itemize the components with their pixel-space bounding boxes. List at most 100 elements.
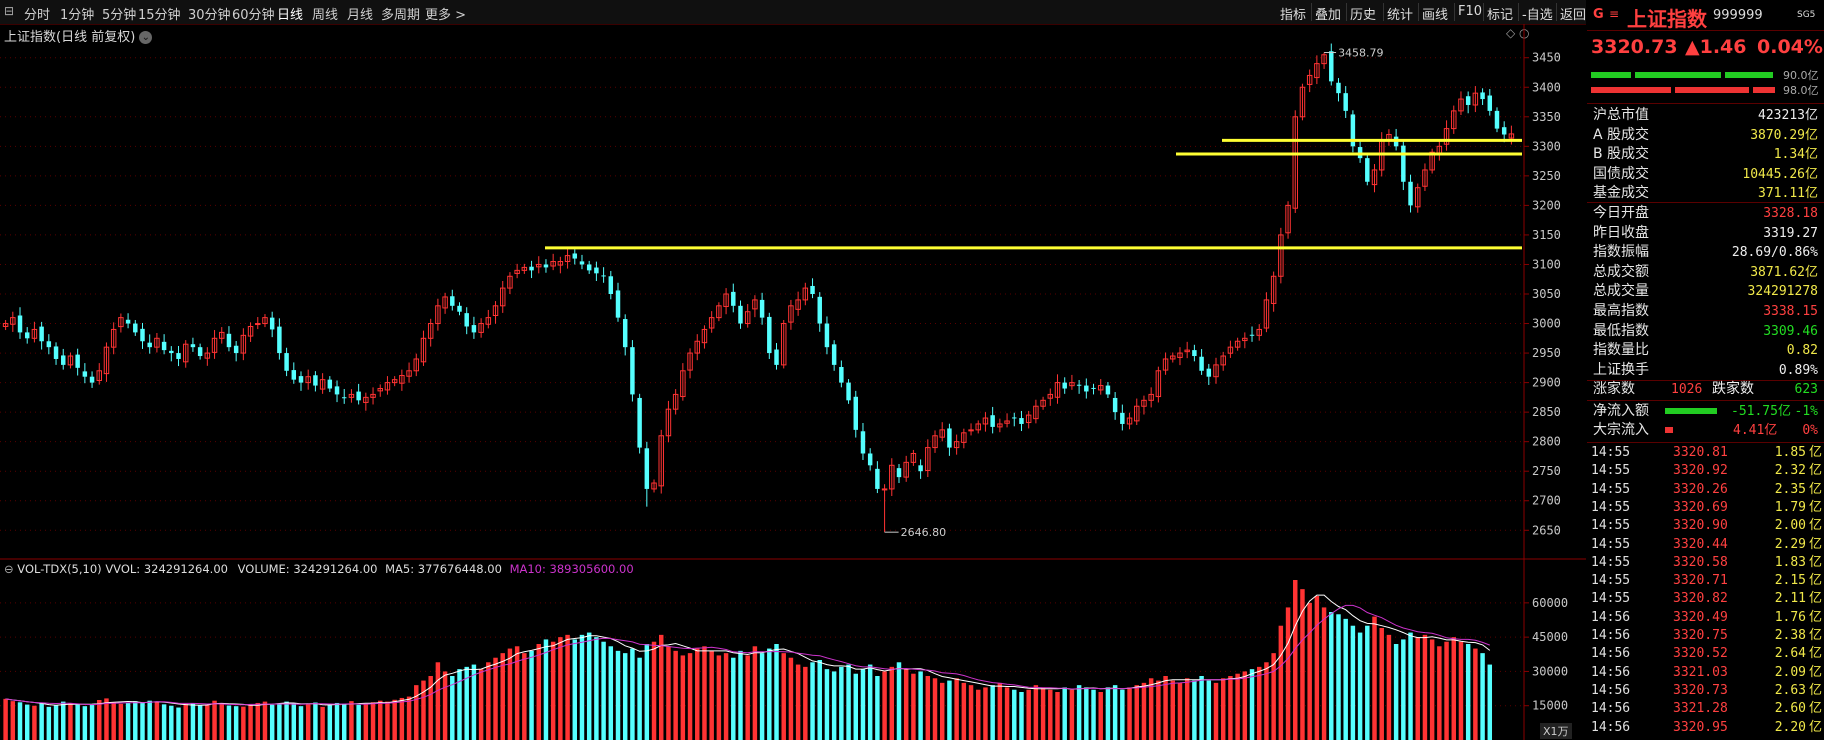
toolbar-menu-icon[interactable]: ⊟ — [4, 4, 15, 18]
tool-button[interactable]: 历史 — [1350, 8, 1377, 23]
tool-button[interactable]: 标记 — [1487, 8, 1514, 23]
candle-body — [341, 397, 347, 399]
flow-label: 净流入额 — [1593, 403, 1649, 419]
candle-body — [939, 429, 945, 438]
candle-body — [990, 415, 995, 427]
candle-body — [680, 370, 686, 398]
period-tab[interactable]: 60分钟 — [232, 8, 275, 23]
period-tab[interactable]: 15分钟 — [138, 8, 181, 23]
candle-body — [672, 393, 679, 410]
chevron-down-icon[interactable]: ⌄ — [139, 31, 153, 44]
candle-body — [133, 323, 138, 333]
candle-body — [384, 382, 391, 391]
volume-bar — [543, 639, 549, 740]
net-flow-row: 净流入额 -51.75亿 -1% — [1587, 402, 1824, 421]
volume-bar — [939, 682, 945, 740]
volume-bar — [853, 673, 858, 740]
tick-time: 14:55 — [1591, 554, 1631, 570]
tick-unit: 亿 — [1808, 554, 1822, 570]
flow-pct: -1% — [1794, 404, 1818, 419]
candlestick-chart[interactable]: 3450 3400 3350 3300 3250 3200 3150 3100 3050 3000… — [0, 0, 1586, 740]
tick-vol: 2.11 — [1774, 591, 1806, 607]
vvol-value: VVOL: 324291264.00 — [105, 562, 228, 576]
candle-body — [1487, 95, 1493, 111]
stat-value: 3328.18 — [1763, 206, 1818, 221]
volume-bar — [161, 704, 167, 740]
candle-body — [875, 468, 880, 489]
volume-bar — [817, 660, 822, 740]
period-tab[interactable]: 更多 > — [425, 8, 467, 23]
y-tick-label: 3350 — [1532, 110, 1561, 124]
volume-bar — [226, 705, 232, 740]
volume-bar — [990, 685, 995, 740]
tick-price: 3320.52 — [1673, 646, 1728, 662]
tool-button[interactable]: 指标 — [1280, 8, 1307, 23]
tool-button[interactable]: 统计 — [1387, 8, 1414, 23]
stat-value: 324291278 — [1747, 284, 1818, 300]
period-tab[interactable]: 5分钟 — [102, 8, 137, 23]
tool-button[interactable]: 叠加 — [1315, 8, 1342, 23]
tick-vol: 1.76 — [1774, 609, 1806, 625]
volume-bar — [1141, 682, 1147, 740]
volume-bar — [507, 648, 513, 740]
candle-body — [817, 296, 822, 324]
period-tab[interactable]: 30分钟 — [188, 8, 231, 23]
sell-power-bar — [1591, 87, 1671, 93]
chart-title[interactable]: 上证指数(日线 前复权) ⌄ — [4, 26, 153, 45]
volume-bar — [1465, 644, 1471, 740]
tick-row: 14:55 3320.92 2.32 亿 — [1587, 462, 1824, 480]
volume-indicator-header: ⊖ VOL-TDX(5,10) VVOL: 324291264.00 VOLUM… — [4, 562, 634, 576]
volume-bar — [983, 687, 988, 740]
period-tab[interactable]: 日线 — [277, 8, 304, 23]
volume-indicator-name[interactable]: VOL-TDX(5,10) — [17, 562, 102, 576]
tool-button[interactable]: 返回 — [1560, 8, 1587, 23]
stat-label: 今日开盘 — [1593, 205, 1649, 221]
stat-value: 371.11亿 — [1758, 186, 1818, 202]
tick-vol: 2.20 — [1774, 719, 1806, 735]
candle-body — [1012, 417, 1017, 419]
candle-body — [53, 346, 59, 359]
candle-body — [1422, 169, 1428, 187]
volume-bar — [774, 644, 779, 740]
period-tab[interactable]: 月线 — [347, 8, 374, 23]
divider — [1587, 103, 1824, 104]
stat-value: 0.82 — [1786, 343, 1818, 359]
volume-bar — [716, 655, 722, 740]
tick-row: 14:55 3320.69 1.79 亿 — [1587, 499, 1824, 517]
candle-body — [1170, 355, 1176, 360]
candle-body — [1336, 82, 1341, 94]
volume-bar — [1062, 687, 1067, 740]
period-tab[interactable]: 多周期 — [381, 8, 421, 23]
volume-bar — [305, 704, 311, 740]
tick-row: 14:55 3320.90 2.00 亿 — [1587, 517, 1824, 535]
period-tab[interactable]: 周线 — [312, 8, 339, 23]
candle-body — [1054, 382, 1061, 398]
settings-icon[interactable]: ⊖ — [4, 562, 14, 576]
period-tab[interactable]: 分时 — [24, 8, 51, 23]
period-tab[interactable]: 1分钟 — [60, 8, 95, 23]
candle-body — [442, 296, 448, 309]
candle-body — [1062, 382, 1067, 389]
y-tick-label: 2950 — [1532, 346, 1561, 360]
y-tick-label: 3050 — [1532, 287, 1561, 301]
volume-bar — [781, 653, 786, 740]
candle-body — [896, 468, 902, 478]
tool-button[interactable]: 画线 — [1422, 8, 1449, 23]
candle-body — [579, 261, 585, 265]
candle-body — [176, 353, 181, 359]
tick-time: 14:56 — [1591, 682, 1631, 698]
volume-bar — [349, 701, 354, 740]
candle-body — [313, 375, 318, 386]
volume-bar — [46, 706, 52, 740]
tick-price: 3320.92 — [1673, 463, 1728, 479]
list-icon[interactable]: ≡ — [1609, 7, 1620, 21]
tool-button[interactable]: F10 — [1458, 4, 1483, 19]
volume-bar — [24, 704, 30, 740]
volume-bar — [53, 705, 59, 740]
candle-body — [521, 266, 528, 271]
candle-body — [774, 349, 779, 365]
candle-body — [262, 317, 268, 325]
volume-bar — [147, 700, 152, 740]
tool-button[interactable]: -自选 — [1522, 8, 1553, 23]
tick-price: 3320.73 — [1673, 682, 1728, 698]
